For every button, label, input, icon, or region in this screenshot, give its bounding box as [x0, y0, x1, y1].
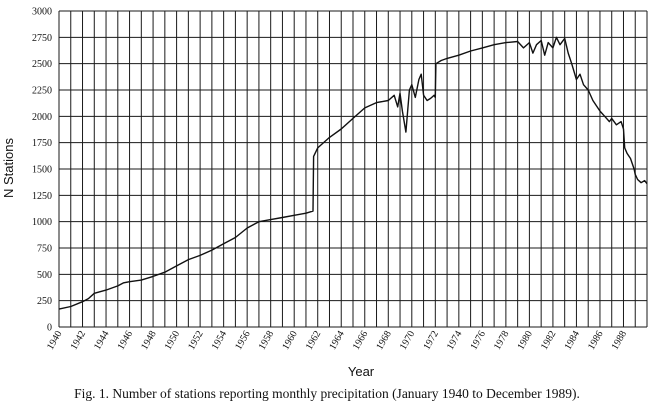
x-tick-label: 1974 — [445, 329, 465, 352]
x-tick-label: 1962 — [304, 329, 324, 352]
x-tick-label: 1958 — [257, 329, 277, 352]
y-tick-label: 1250 — [32, 191, 52, 202]
x-tick-label: 1942 — [69, 329, 89, 352]
x-tick-label: 1944 — [92, 329, 112, 352]
x-tick-label: 1950 — [163, 329, 183, 352]
x-tick-label: 1984 — [563, 329, 583, 352]
x-tick-label: 1956 — [233, 329, 253, 352]
line-chart: 0 250 500 750 1000 1250 1500 1750 2000 2250 2500 27… — [1, 7, 648, 379]
figure-caption: Fig. 1. Number of stations reporting mon… — [74, 386, 580, 401]
y-tick-label: 2000 — [32, 112, 52, 123]
y-tick-label: 750 — [37, 244, 52, 255]
x-tick-label: 1952 — [186, 329, 206, 352]
x-tick-label: 1970 — [398, 329, 418, 352]
x-tick-label: 1960 — [280, 329, 300, 352]
y-tick-label: 1500 — [32, 165, 52, 176]
series-line — [58, 36, 648, 310]
x-tick-labels: 1940 1942 1944 1946 1948 1950 1952 1954 1956 1958… — [45, 329, 629, 352]
x-axis-title: Year — [348, 364, 375, 379]
x-tick-label: 1966 — [351, 329, 371, 352]
y-tick-label: 3000 — [32, 7, 52, 18]
gridlines — [58, 10, 648, 328]
x-tick-label: 1946 — [116, 329, 136, 352]
y-tick-label: 2750 — [32, 33, 52, 44]
x-tick-label: 1972 — [421, 329, 441, 352]
x-tick-label: 1976 — [468, 329, 488, 352]
y-tick-label: 1750 — [32, 138, 52, 149]
x-tick-label: 1980 — [515, 329, 535, 352]
x-tick-label: 1948 — [139, 329, 159, 352]
x-tick-label: 1982 — [539, 329, 559, 352]
x-tick-label: 1988 — [610, 329, 630, 352]
y-tick-label: 0 — [47, 323, 52, 334]
x-tick-label: 1954 — [210, 329, 230, 352]
y-tick-labels: 0 250 500 750 1000 1250 1500 1750 2000 2250 2500 27… — [32, 7, 52, 334]
y-axis-title: N Stations — [1, 138, 16, 198]
y-tick-label: 2500 — [32, 59, 52, 70]
y-tick-label: 2250 — [32, 86, 52, 97]
x-tick-label: 1964 — [327, 329, 347, 352]
y-tick-label: 250 — [37, 296, 52, 307]
series-layer — [58, 36, 648, 310]
y-tick-label: 1000 — [32, 217, 52, 228]
x-tick-label: 1986 — [586, 329, 606, 352]
x-tick-label: 1978 — [492, 329, 512, 352]
x-tick-label: 1968 — [374, 329, 394, 352]
y-tick-label: 500 — [37, 270, 52, 281]
